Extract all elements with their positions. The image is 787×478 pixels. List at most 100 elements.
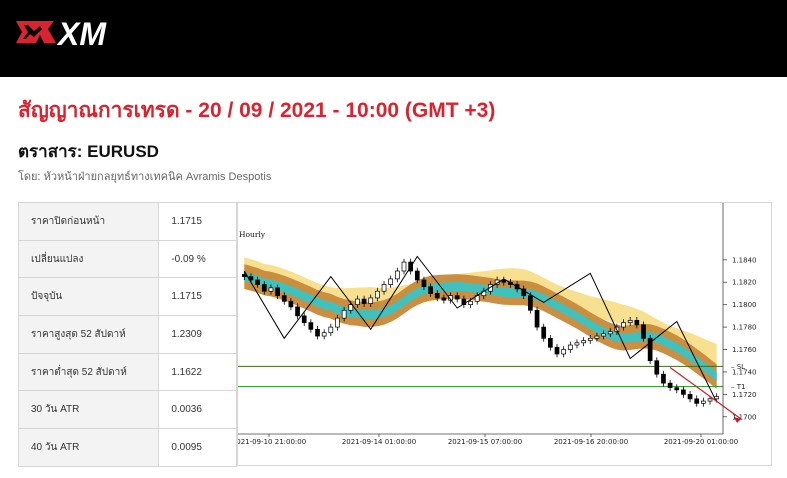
stat-value: -0.09 %	[158, 239, 237, 279]
page-title: สัญญาณการเทรด - 20 / 09 / 2021 - 10:00 (…	[18, 99, 496, 122]
stat-label: เปลี่ยนแปลง	[17, 239, 160, 279]
forecast-arrow	[669, 366, 742, 420]
candle-body	[295, 306, 300, 317]
candle-body	[268, 287, 274, 292]
candle-body	[707, 398, 713, 402]
candle-body	[255, 279, 260, 285]
stat-value: 1.1622	[158, 352, 237, 392]
candle-body	[607, 331, 613, 335]
candle-body	[321, 332, 327, 337]
candle-body	[587, 337, 593, 341]
y-tick-label: 1.1740	[732, 368, 757, 376]
y-tick-label: 1.1800	[732, 301, 757, 309]
x-tick-label: 2021-09-10 21:00:00	[238, 438, 306, 446]
x-tick-label: 2021-09-16 20:00:00	[554, 438, 628, 446]
candle-body	[375, 290, 380, 299]
candle-body	[394, 270, 400, 280]
candle-body	[381, 284, 387, 292]
zigzag-path	[243, 255, 718, 403]
table-row: ปัจจุบัน 1.1715	[17, 277, 237, 317]
candle-body	[561, 349, 567, 355]
candle-body	[634, 320, 640, 326]
axes: 1.1840 1.1820 1.1800 1.1780 1.1760 1.1740 1.17…	[238, 203, 757, 446]
y-tick-label: 1.1820	[732, 279, 757, 287]
candle-body	[428, 286, 433, 294]
candle-body	[667, 382, 673, 388]
candle-body	[647, 337, 653, 362]
candle-body	[681, 389, 686, 395]
candle-body	[434, 293, 440, 299]
table-row: 40 วัน ATR 0.0095	[17, 428, 237, 467]
x-tick-label: 2021-09-20 01:00:00	[664, 438, 738, 446]
table-row: ราคาปิดก่อนหน้า 1.1715	[17, 202, 237, 241]
candle-body	[315, 328, 320, 337]
stat-label: ราคาปิดก่อนหน้า	[17, 202, 160, 241]
candle-body	[401, 261, 407, 272]
candle-body	[674, 387, 680, 391]
candle-body	[488, 284, 493, 292]
price-chart: – SL – T1 1.1840 1.1820 1.1800 1.1780 1.1760 1…	[237, 202, 772, 466]
table-row: ราคาสูงสุด 52 สัปดาห์ 1.2309	[17, 315, 237, 354]
candle-body	[548, 337, 553, 348]
zigzag-line	[243, 255, 742, 424]
candle-body	[361, 298, 367, 304]
candle-body	[368, 297, 374, 304]
candle-body	[341, 309, 347, 319]
candle-body	[501, 279, 507, 283]
chart-canvas: – SL– T1 1.18401.18201.18001.17801.17601…	[238, 203, 757, 446]
y-tick-label: 1.1720	[732, 391, 757, 399]
candle-body	[601, 333, 606, 337]
candle-body	[654, 360, 660, 375]
level-label: – T1	[731, 383, 745, 391]
stat-label: ราคาต่ำสุด 52 สัปดาห์	[17, 352, 160, 392]
y-tick-label: 1.1760	[732, 346, 757, 354]
candle-body	[581, 340, 586, 344]
xm-logo-icon: XM	[16, 16, 107, 52]
candle-body	[694, 398, 700, 404]
instrument-heading: ตราสาร: EURUSD	[18, 142, 159, 161]
candle-body	[441, 297, 447, 301]
candle-body	[355, 298, 360, 306]
candle-body	[348, 304, 354, 311]
x-tick-label: 2021-09-14 01:00:00	[342, 438, 416, 446]
table-row: 30 วัน ATR 0.0036	[17, 390, 237, 430]
candle-body	[554, 346, 560, 355]
candle-body	[621, 322, 626, 328]
stat-value: 1.2309	[158, 315, 237, 354]
candle-body	[454, 295, 460, 300]
top-bar: XM	[0, 0, 787, 77]
x-tick-label: 2021-09-15 07:00:00	[448, 438, 522, 446]
table-row: ราคาต่ำสุด 52 สัปดาห์ 1.1622	[17, 352, 237, 392]
candle-body	[594, 335, 600, 339]
candle-body	[421, 279, 427, 288]
candle-body	[541, 326, 547, 339]
candle-body	[281, 295, 287, 302]
candle-body	[261, 284, 267, 292]
table-row: เปลี่ยนแปลง -0.09 %	[17, 239, 237, 279]
candle-body	[567, 344, 573, 350]
candle-body	[414, 270, 420, 281]
stat-label: ปัจจุบัน	[17, 277, 160, 317]
y-tick-label: 1.1840	[732, 256, 757, 264]
level-label: – SL	[731, 363, 745, 371]
stat-value: 0.0036	[158, 390, 237, 430]
xm-logo[interactable]: XM	[14, 15, 134, 52]
candle-body	[528, 295, 533, 311]
candle-body	[241, 274, 247, 277]
candle-body	[687, 394, 693, 400]
candle-body	[661, 373, 666, 384]
timeframe-label: Hourly	[239, 230, 266, 239]
y-tick-label: 1.1780	[732, 324, 757, 332]
candle-body	[468, 300, 473, 306]
indicator-bands	[244, 257, 717, 389]
candle-body	[574, 342, 580, 346]
candle-body	[335, 317, 340, 328]
candle-body	[534, 309, 540, 328]
candle-body	[275, 287, 280, 297]
candles	[241, 258, 720, 407]
candle-body	[641, 324, 646, 339]
candle-body	[308, 322, 314, 330]
candle-body	[288, 300, 294, 308]
stat-label: 40 วัน ATR	[17, 428, 160, 467]
candle-body	[627, 320, 633, 323]
